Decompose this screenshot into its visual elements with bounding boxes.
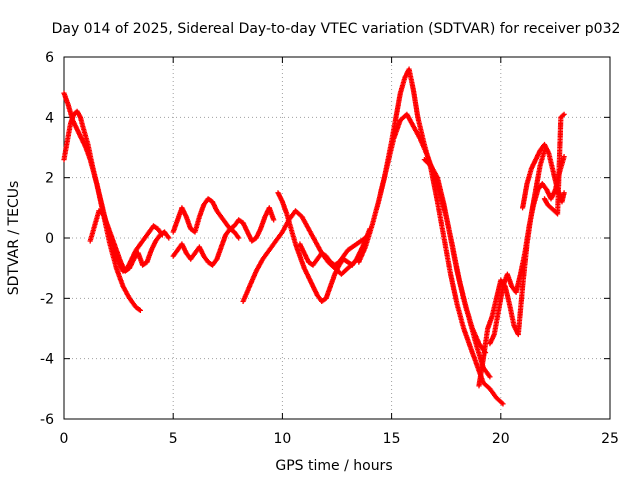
x-tick-label: 25: [601, 431, 619, 447]
y-tick-label: 0: [45, 231, 54, 247]
data-point: [271, 217, 277, 223]
y-tick-label: -4: [40, 352, 54, 368]
data-point: [561, 154, 567, 160]
data-point: [236, 235, 242, 241]
data-series: [421, 157, 493, 380]
data-series: [297, 229, 373, 268]
y-tick-label: 4: [45, 110, 54, 126]
data-series: [170, 196, 277, 244]
chart-title: Day 014 of 2025, Sidereal Day-to-day VTE…: [52, 21, 621, 37]
data-point: [561, 190, 567, 196]
data-series: [541, 111, 567, 217]
x-tick-label: 15: [383, 431, 401, 447]
data-series: [275, 190, 373, 304]
y-tick-label: 2: [45, 171, 54, 187]
data-point: [137, 307, 143, 313]
x-axis-label: GPS time / hours: [275, 458, 392, 474]
y-tick-label: -2: [40, 291, 54, 307]
grid-layer: [64, 57, 610, 419]
data-layer: [61, 66, 567, 407]
x-tick-label: 20: [492, 431, 510, 447]
x-tick-label: 5: [169, 431, 178, 447]
x-tick-label: 10: [273, 431, 291, 447]
data-series: [378, 111, 489, 356]
axis-layer: 0 5 10 15 20 25 -6 -4 -2 0 2 4 6: [40, 50, 619, 447]
y-tick-label: 6: [45, 50, 54, 66]
y-tick-label: -6: [40, 412, 54, 428]
data-series: [87, 208, 172, 274]
y-axis-label: SDTVAR / TECUs: [6, 181, 22, 296]
data-point: [487, 374, 493, 380]
data-series: [170, 226, 242, 268]
x-tick-label: 0: [60, 431, 69, 447]
data-point: [561, 111, 567, 117]
data-series: [487, 154, 567, 347]
data-point: [500, 401, 506, 407]
data-point: [166, 235, 172, 241]
